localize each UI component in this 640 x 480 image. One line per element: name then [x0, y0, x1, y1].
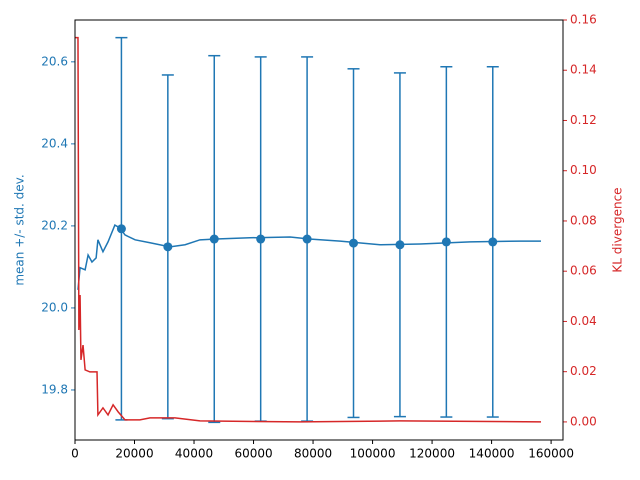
x-tick-label: 0 — [71, 447, 79, 461]
y2-tick-label: 0.02 — [570, 364, 597, 378]
y2-tick-label: 0.14 — [570, 63, 597, 77]
y2-tick-label: 0.10 — [570, 163, 597, 177]
data-line — [77, 224, 541, 290]
mean-point — [302, 234, 312, 244]
y2-axis-label: KL divergence — [611, 187, 625, 272]
y2-tick-label: 0.00 — [570, 414, 597, 428]
mean-point — [209, 234, 219, 244]
data-line — [75, 36, 541, 423]
mean-point — [441, 237, 451, 247]
plot-frame — [74, 19, 564, 441]
x-tick-label: 140000 — [469, 447, 515, 461]
y-tick-label: 20.2 — [41, 218, 68, 232]
mean-point — [163, 242, 173, 252]
x-tick-label: 80000 — [294, 447, 332, 461]
x-tick-label: 40000 — [175, 447, 213, 461]
y2-tick-label: 0.12 — [570, 113, 597, 127]
y-axis-label: mean +/- std. dev. — [13, 174, 27, 285]
x-tick-label: 20000 — [115, 447, 153, 461]
mean-point — [349, 238, 359, 248]
y-tick-label: 20.4 — [41, 136, 68, 150]
y-tick-label: 19.8 — [41, 382, 68, 396]
y2-tick-label: 0.06 — [570, 264, 597, 278]
y2-tick-label: 0.08 — [570, 213, 597, 227]
y-tick-label: 20.0 — [41, 300, 68, 314]
x-tick-label: 100000 — [350, 447, 396, 461]
y2-tick-label: 0.04 — [570, 314, 597, 328]
x-tick-label: 120000 — [409, 447, 455, 461]
x-tick-label: 60000 — [234, 447, 272, 461]
mean-point — [488, 237, 498, 247]
y-tick-label: 20.6 — [41, 54, 68, 68]
x-tick-label: 160000 — [528, 447, 574, 461]
y2-tick-label: 0.16 — [570, 13, 597, 27]
mean-point — [256, 234, 266, 244]
mean-point — [395, 240, 405, 250]
mean-point — [116, 224, 126, 234]
